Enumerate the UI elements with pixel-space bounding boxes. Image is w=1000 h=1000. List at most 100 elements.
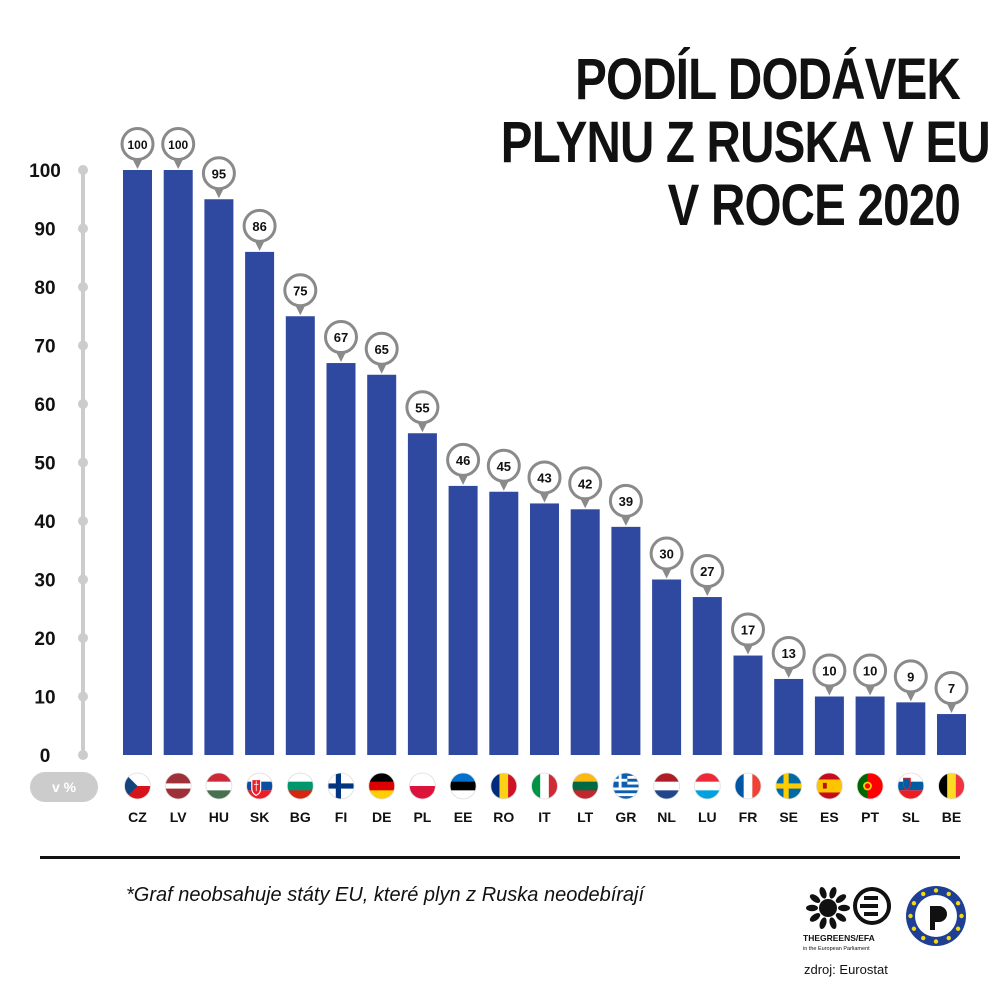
- value-label: 43: [537, 470, 551, 485]
- bar-se: [774, 678, 804, 755]
- category-label: FI: [335, 809, 347, 825]
- lithuania-flag-icon: [571, 772, 599, 800]
- bar-it: [530, 503, 559, 755]
- value-marker: [161, 127, 196, 161]
- category-label: HU: [209, 809, 229, 825]
- chart-title: PODÍL DODÁVEK PLYNU Z RUSKA V EU V ROCE …: [501, 47, 991, 238]
- category-label: SK: [250, 809, 269, 825]
- unit-badge: [30, 772, 98, 802]
- y-tick-dot: [78, 282, 88, 292]
- value-marker: [486, 448, 521, 483]
- value-marker: [405, 390, 440, 425]
- category-label: ES: [820, 809, 839, 825]
- y-tick-dot: [78, 165, 88, 175]
- y-tick-label: 30: [34, 571, 55, 592]
- value-marker: [853, 653, 888, 688]
- category-label: BE: [942, 809, 961, 825]
- value-label: 95: [212, 166, 226, 181]
- poland-flag-icon: [408, 772, 436, 800]
- value-marker: [446, 442, 481, 477]
- footnote: *Graf neobsahuje státy EU, které plyn z …: [126, 884, 645, 906]
- france-flag-icon: [734, 772, 762, 800]
- category-label: NL: [657, 809, 676, 825]
- sweden-flag-icon: [775, 772, 803, 800]
- divider: [40, 856, 960, 859]
- value-label: 13: [781, 646, 795, 661]
- value-marker: [893, 659, 928, 694]
- y-tick-dot: [78, 633, 88, 643]
- bar-sk: [245, 251, 275, 755]
- value-marker: [608, 483, 643, 518]
- value-marker: [812, 653, 847, 688]
- value-label: 75: [293, 283, 307, 298]
- bar-ee: [448, 485, 478, 755]
- bar-lt: [570, 509, 600, 755]
- value-marker: [527, 460, 562, 495]
- title-line-3: V ROCE 2020: [667, 173, 961, 238]
- value-marker: [771, 635, 806, 670]
- category-label: IT: [538, 809, 551, 825]
- bar-fr: [733, 655, 763, 755]
- slovenia-flag-icon: [897, 772, 925, 800]
- y-tick-label: 80: [34, 278, 55, 299]
- bar-be: [937, 714, 966, 755]
- y-tick-label: 10: [34, 688, 55, 709]
- y-tick-label: 50: [34, 454, 55, 475]
- romania-flag-icon: [490, 772, 518, 800]
- value-label: 27: [700, 564, 714, 579]
- category-label: CZ: [128, 809, 147, 825]
- value-marker: [568, 466, 603, 501]
- bar-nl: [652, 579, 682, 755]
- value-label: 7: [948, 681, 955, 696]
- value-label: 10: [822, 664, 836, 679]
- category-label: DE: [372, 809, 391, 825]
- netherlands-flag-icon: [653, 772, 680, 800]
- value-label: 10: [863, 664, 877, 679]
- bar-bg: [285, 316, 315, 755]
- luxembourg-flag-icon: [693, 772, 721, 800]
- bar-pt: [855, 696, 885, 755]
- value-label: 45: [497, 459, 511, 474]
- y-tick-label: 0: [40, 746, 51, 767]
- category-label: PT: [861, 809, 879, 825]
- value-label: 55: [415, 400, 429, 415]
- bar-cz: [123, 170, 152, 755]
- value-marker: [690, 554, 725, 589]
- bar-lu: [692, 597, 722, 755]
- category-label: EE: [454, 809, 473, 825]
- greens-efa-logo: THEGREENS/EFA in the European Parliament: [803, 886, 891, 952]
- category-label: SE: [779, 809, 798, 825]
- value-label: 46: [456, 453, 470, 468]
- pirate-party-logo: [906, 886, 966, 946]
- bar-ro: [489, 491, 519, 755]
- belgium-flag-icon: [938, 772, 965, 800]
- value-label: 42: [578, 476, 592, 491]
- latvia-flag-icon: [164, 772, 192, 800]
- germany-flag-icon: [368, 772, 396, 800]
- bulgaria-flag-icon: [286, 772, 314, 800]
- value-marker: [242, 208, 277, 243]
- value-label: 100: [127, 138, 147, 152]
- y-tick-dot: [78, 574, 88, 585]
- value-marker: [731, 612, 765, 647]
- title-line-1: PODÍL DODÁVEK: [575, 47, 961, 112]
- category-label: LT: [577, 809, 594, 825]
- y-tick-dot: [78, 516, 88, 526]
- bar-es: [814, 696, 844, 755]
- czech-flag-icon: [124, 772, 151, 800]
- y-tick-dot: [78, 340, 88, 351]
- portugal-flag-icon: [856, 772, 884, 800]
- greece-flag-icon: [612, 772, 640, 800]
- value-marker: [934, 671, 969, 706]
- y-tick-label: 40: [34, 512, 55, 533]
- source-note: zdroj: Eurostat: [804, 962, 888, 977]
- category-label: PL: [413, 809, 431, 825]
- value-label: 67: [334, 330, 348, 345]
- y-tick-dot: [78, 399, 88, 409]
- value-marker: [649, 536, 684, 571]
- category-label: FR: [739, 809, 758, 825]
- finland-flag-icon: [327, 772, 355, 800]
- spain-flag-icon: [816, 772, 843, 800]
- bar-hu: [204, 199, 234, 755]
- value-label: 9: [907, 669, 914, 684]
